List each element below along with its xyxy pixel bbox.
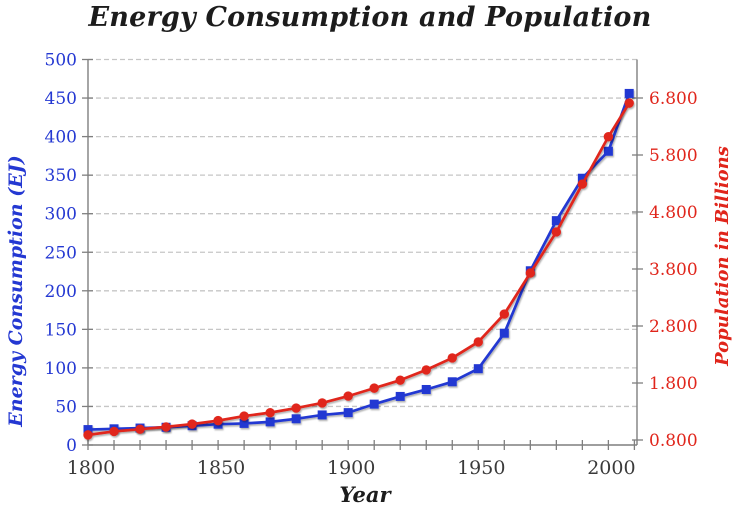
x-axis-tick-label: 1850 [197,457,245,479]
population-series-point [265,407,275,418]
population-series-point [421,365,431,375]
right-axis-title: Population in Billions [712,146,733,366]
energy-series-point [473,364,483,374]
energy-series-point [395,391,405,401]
right-axis-tick-label: 6.800 [649,89,698,109]
x-axis-title: Year [339,482,391,507]
population-series-point [135,424,145,434]
left-axis-tick-label: 400 [45,128,77,148]
energy-series-point [317,410,327,420]
x-axis-tick-label: 2000 [587,457,635,479]
left-axis-tick-label: 300 [45,205,77,225]
population-series-line [86,101,631,437]
left-axis-tick-label: 500 [45,51,77,71]
right-axis-tick-label: 0.800 [649,431,698,451]
energy-series-point [551,216,561,226]
energy-series-point [239,418,249,428]
energy-series-point [83,425,93,435]
right-axis-tick-label: 5.800 [649,146,698,166]
population-series-point [473,337,483,347]
energy-series [83,88,634,435]
population-series-point [577,179,588,189]
left-axis-title: Energy Consumption (EJ) [5,155,27,427]
population-series-point [187,419,197,429]
population-series-point [343,391,353,401]
right-axis-tick-label: 1.800 [649,374,698,394]
left-axis-tick-label: 150 [45,320,77,340]
left-axis-tick-label: 0 [66,436,77,456]
left-axis-tick-label: 100 [45,359,77,379]
left-axis-tick-label: 50 [55,397,77,417]
population-series-point [525,268,536,278]
population-series-point [447,353,457,363]
energy-series-point [343,408,353,418]
energy-series-point [577,173,587,183]
energy-series-point [265,417,275,427]
energy-series-point [291,414,301,424]
population-series-point [603,132,614,142]
x-axis-tick-label: 1950 [457,457,505,479]
energy-series-point [369,399,379,409]
energy-series-line [86,92,631,431]
energy-series-point [499,328,509,338]
population-series-point [624,98,634,108]
chart-title: Energy Consumption and Population [88,2,652,33]
population-series [83,98,634,440]
population-series-point [161,422,171,432]
energy-series-point [603,146,613,156]
population-series-point [291,403,301,413]
left-axis-tick-label: 250 [45,243,77,263]
x-axis-tick-label: 1800 [67,457,115,479]
left-axis-tick-label: 200 [45,282,77,302]
energy-series-point [624,88,634,98]
population-series-point [239,411,249,421]
population-series-point [499,309,510,319]
x-axis-tick-label: 1900 [327,457,375,479]
population-series-point [317,398,327,408]
population-series-point [83,430,93,440]
population-series-point [109,426,119,437]
right-axis-tick-label: 2.800 [649,317,698,337]
population-series-point [395,375,405,385]
energy-series-point [447,377,457,387]
left-axis-tick-label: 350 [45,166,77,186]
population-series-point [213,415,223,426]
right-axis-tick-label: 3.800 [649,260,698,280]
right-axis-tick-label: 4.800 [649,203,698,223]
left-axis-tick-label: 450 [45,89,77,109]
energy-series-point [421,384,431,394]
population-series-point [551,227,562,237]
population-series-point [369,383,379,393]
